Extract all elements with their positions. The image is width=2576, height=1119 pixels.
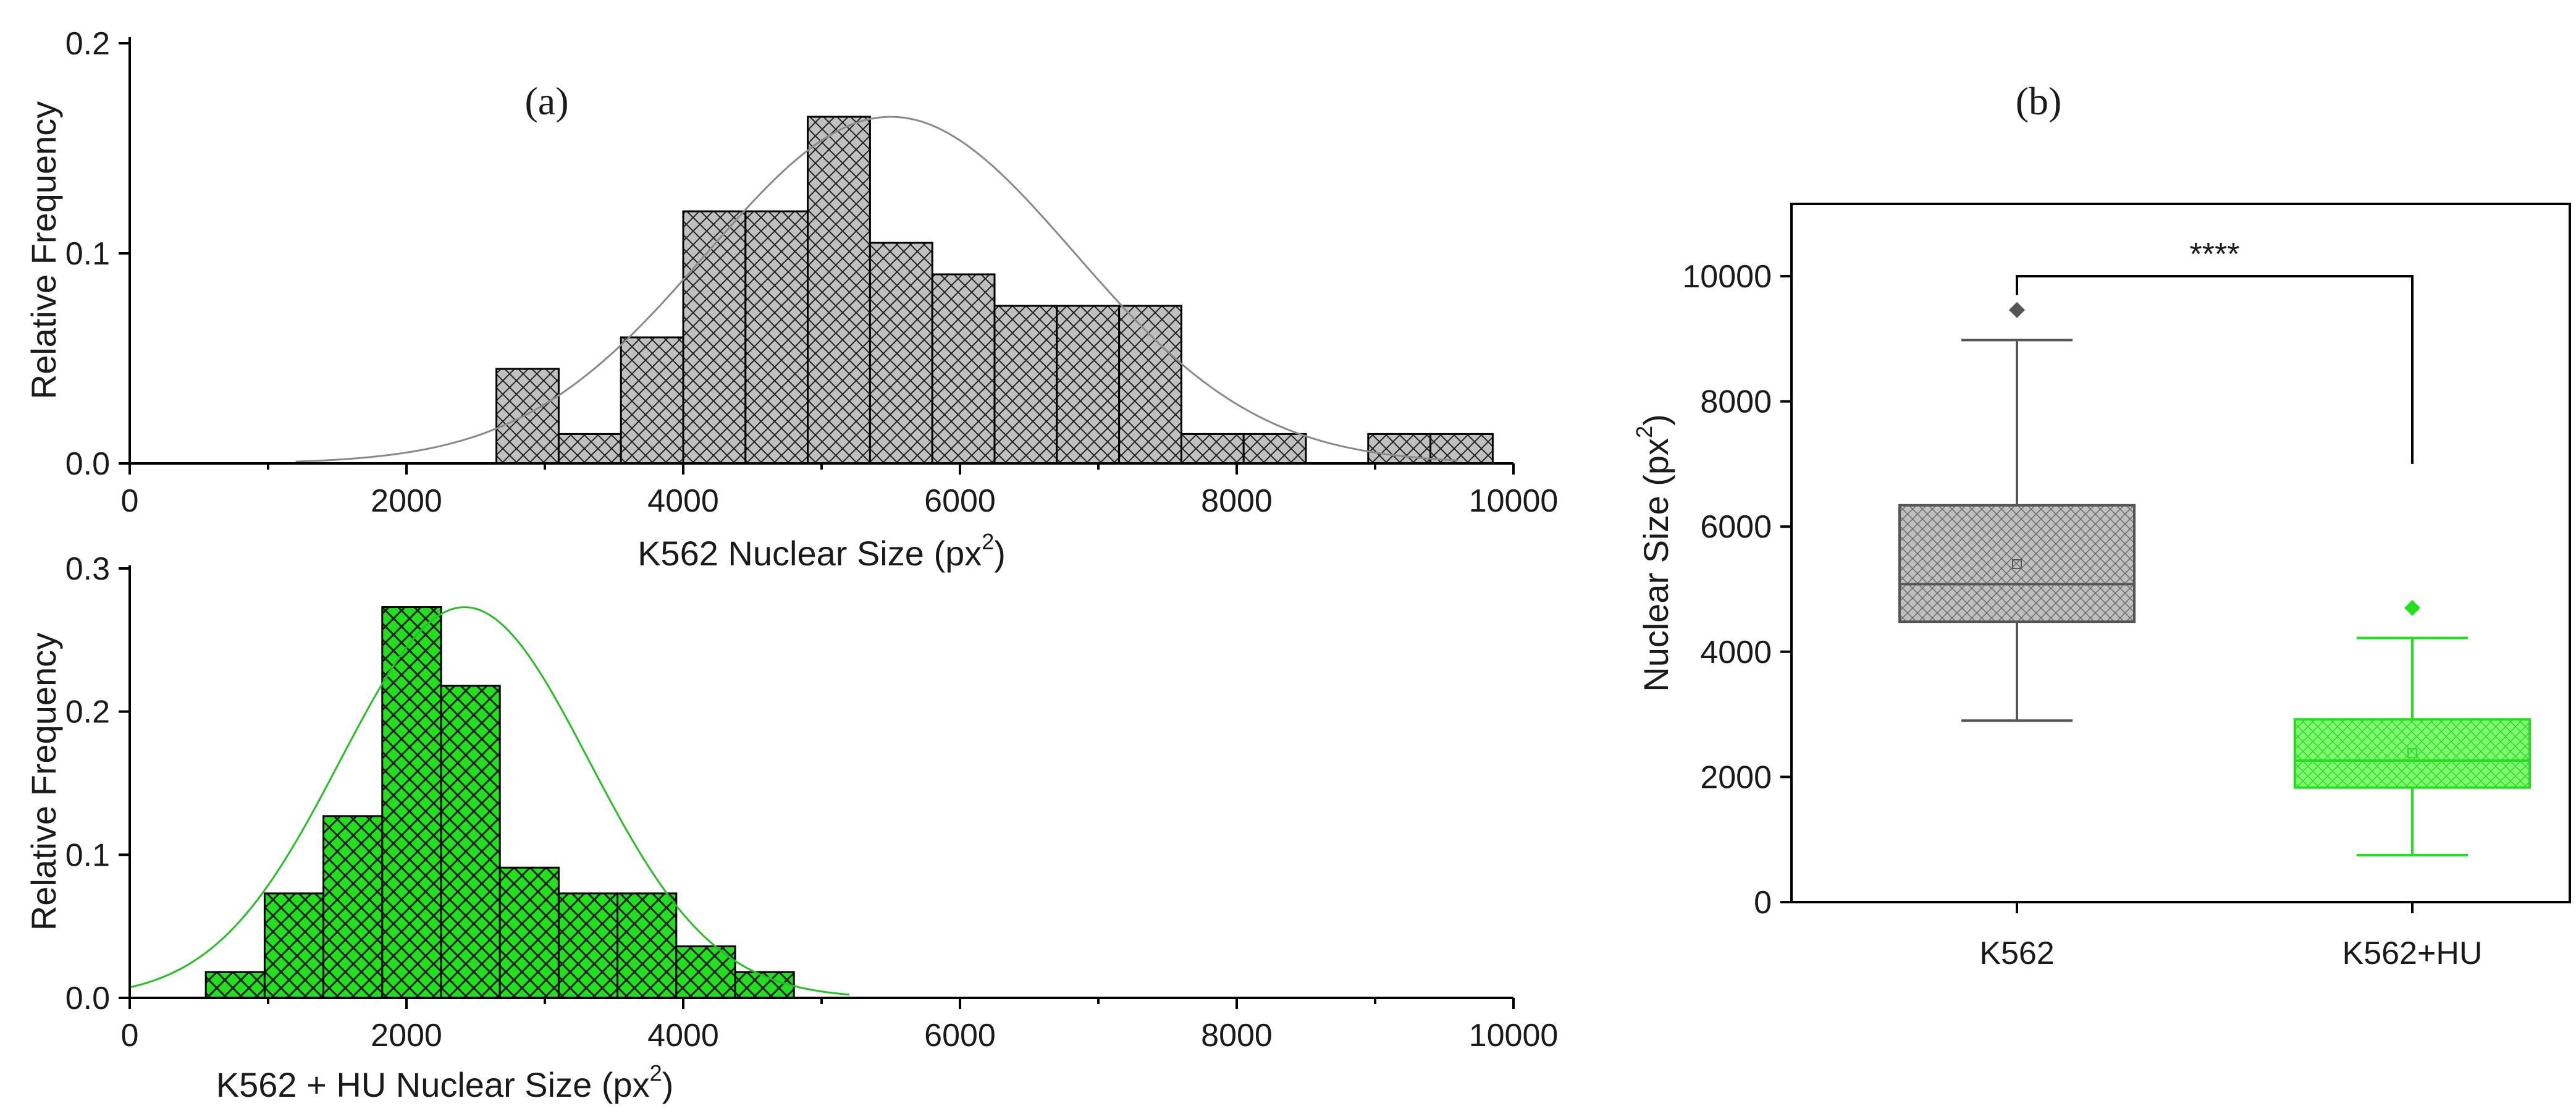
y-tick-label: 0.3: [65, 551, 110, 587]
panel-b-label: (b): [2016, 79, 2062, 123]
boxplot-y-axis-title-sup: 2: [1631, 426, 1657, 438]
histogram-bar: [1367, 433, 1432, 465]
x-tick-label: 8000: [1201, 1018, 1273, 1054]
x-tick-label: 2000: [371, 1018, 442, 1054]
histogram-bar: [807, 116, 871, 465]
histogram-bar: [263, 892, 325, 999]
histogram-bar: [617, 892, 678, 999]
significance-stars: ****: [2190, 237, 2240, 272]
k562-hu-histogram-bars: [204, 606, 795, 999]
x-tick-label: 10000: [1469, 1018, 1559, 1054]
histogram-bar: [744, 210, 809, 465]
outlier-marker: [2009, 302, 2025, 318]
boxplot-y-axis-title-close: ): [1636, 414, 1675, 426]
histogram-bar: [495, 368, 560, 465]
k562-x-axis-title-sup: 2: [982, 529, 994, 554]
boxplot-frame: [1790, 203, 2571, 903]
histogram-bar: [440, 685, 501, 999]
k562-x-axis-title-close: ): [994, 534, 1006, 573]
y-tick-label: 0: [1754, 885, 1772, 921]
k562-hu-x-axis-title-main: K562 + HU Nuclear Size (px: [216, 1065, 650, 1104]
k562-hu-normal-fit-curve: [129, 606, 849, 996]
boxplot-boxes: [1898, 302, 2531, 857]
histogram-bar: [1118, 305, 1182, 465]
x-tick-label: 4000: [647, 1018, 719, 1054]
k562-hu-x-axis-title-sup: 2: [650, 1060, 662, 1086]
histogram-bar: [1180, 433, 1245, 465]
histogram-bar: [381, 606, 442, 999]
significance-bracket-line: [2016, 275, 2414, 464]
boxplot-y-ticks: 0 2000 4000 6000 8000 10000: [1682, 259, 1791, 921]
histogram-bar: [322, 815, 384, 999]
y-tick-label: 0.0: [65, 446, 110, 482]
y-tick-label: 6000: [1700, 509, 1772, 545]
x-tick-label: 6000: [924, 1018, 996, 1054]
k562-x-axis-title-main: K562 Nuclear Size (px: [638, 534, 982, 573]
histogram-bar: [499, 866, 560, 999]
x-tick-label: 4000: [647, 483, 719, 519]
interquartile-box: [2294, 718, 2531, 789]
y-tick-label: 0.0: [65, 981, 110, 1016]
histogram-bar: [931, 273, 996, 465]
mean-marker: [2012, 559, 2022, 569]
k562-hu-y-axis-title: Relative Frequency: [24, 633, 63, 931]
histogram-bar: [869, 242, 933, 465]
interquartile-box: [1898, 504, 2136, 623]
x-tick-label: 2000: [371, 483, 442, 519]
histogram-bar: [620, 336, 684, 465]
x-category-label: K562: [1979, 935, 2054, 971]
x-tick-label: 10000: [1469, 483, 1559, 519]
box-k562: [1898, 302, 2136, 722]
x-category-label: K562+HU: [2342, 935, 2483, 971]
histogram-bar: [1242, 433, 1307, 465]
y-tick-label: 0.1: [65, 837, 110, 873]
histogram-bar: [1056, 305, 1121, 465]
k562-y-ticks: 0.0 0.1 0.2: [65, 26, 130, 482]
histogram-bar: [204, 971, 266, 999]
k562-hu-y-ticks: 0.0 0.1 0.2 0.3: [65, 551, 130, 1016]
histogram-bar: [557, 433, 622, 465]
histogram-bar: [557, 892, 619, 999]
boxplot-x-ticks: K562 K562+HU: [1979, 902, 2482, 971]
k562-x-ticks: 0 2000 4000 6000 8000 10000: [121, 463, 1559, 519]
y-tick-label: 4000: [1700, 635, 1772, 670]
k562-hu-x-axis-title: K562 + HU Nuclear Size (px2): [216, 1060, 674, 1104]
k562-histogram: 0 2000 4000 6000 8000 10000 0.0 0.1 0.2 Relativ…: [24, 26, 1558, 573]
k562-x-axis-title: K562 Nuclear Size (px2): [638, 529, 1006, 573]
y-tick-label: 0.1: [65, 236, 110, 272]
y-tick-label: 0.2: [65, 26, 110, 62]
k562-normal-fit-curve: [295, 116, 1458, 463]
x-tick-label: 0: [121, 483, 139, 519]
histogram-bar: [993, 305, 1058, 465]
boxplot-y-axis-title: Nuclear Size (px2): [1631, 414, 1675, 692]
k562-hu-histogram: 0 2000 4000 6000 8000 10000 0.0 0.1 0.2 0.3 Rela…: [24, 551, 1558, 1104]
k562-hu-x-ticks: 0 2000 4000 6000 8000 10000: [121, 998, 1559, 1054]
x-tick-label: 8000: [1201, 483, 1273, 519]
panel-a-label: (a): [524, 79, 568, 123]
boxplot-y-axis-title-main: Nuclear Size (px: [1636, 438, 1675, 692]
mean-marker: [2407, 748, 2417, 758]
histogram-bar: [682, 210, 747, 465]
box-k562-hu: [2294, 599, 2531, 857]
y-tick-label: 8000: [1700, 384, 1772, 420]
y-tick-label: 0.2: [65, 695, 110, 730]
y-tick-label: 10000: [1682, 259, 1772, 295]
k562-histogram-bars: [495, 116, 1494, 465]
k562-y-axis-title: Relative Frequency: [24, 101, 63, 399]
k562-hu-x-axis-title-close: ): [662, 1065, 674, 1104]
y-tick-label: 2000: [1700, 759, 1772, 795]
significance-bracket: ****: [2016, 237, 2414, 464]
x-tick-label: 6000: [924, 483, 996, 519]
x-tick-label: 0: [121, 1018, 139, 1054]
outlier-marker: [2404, 599, 2420, 616]
